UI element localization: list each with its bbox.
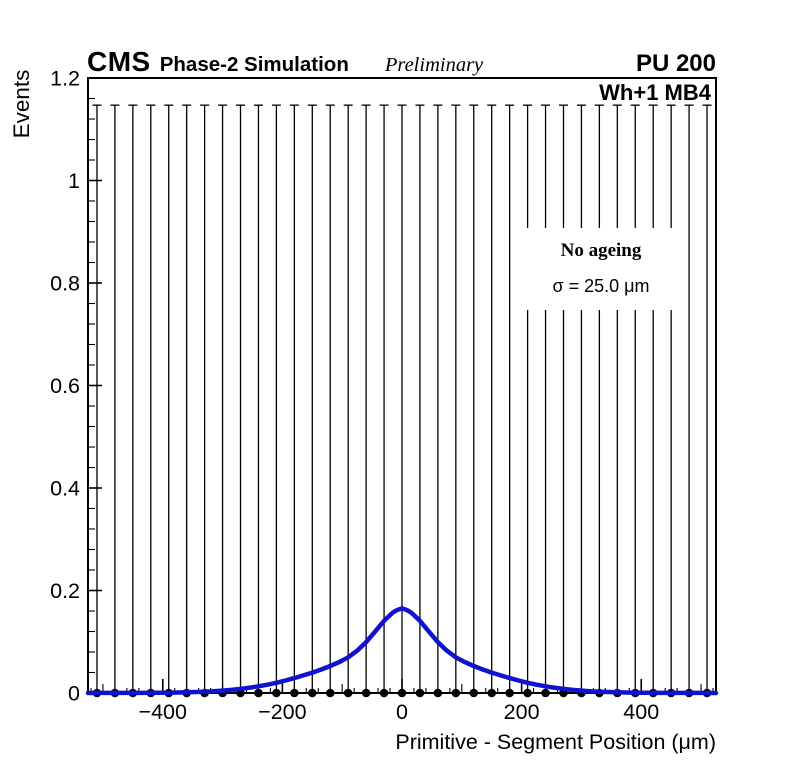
x-tick-label: −200	[258, 700, 306, 724]
data-marker	[487, 688, 497, 698]
y-axis-title: Events	[9, 69, 34, 139]
header-sublabel: Preliminary	[384, 54, 484, 76]
header-label: Phase-2 Simulation	[159, 53, 349, 76]
y-tick-label: 1	[68, 169, 80, 193]
data-marker	[505, 688, 514, 698]
data-marker	[325, 688, 335, 698]
y-tick-label: 0	[68, 682, 80, 706]
data-marker	[451, 688, 461, 698]
data-marker	[523, 688, 532, 698]
data-marker	[307, 688, 317, 698]
x-tick-label: 200	[504, 700, 540, 724]
x-axis-title: Primitive - Segment Position (μm)	[395, 730, 716, 754]
y-tick-label: 0.2	[50, 579, 80, 603]
data-marker	[415, 688, 425, 698]
data-marker	[433, 688, 443, 698]
experiment-logo: CMS	[87, 46, 151, 77]
x-tick-label: 0	[396, 700, 408, 724]
data-marker	[469, 688, 479, 698]
pileup-label: PU 200	[635, 50, 716, 77]
data-marker	[272, 688, 281, 698]
y-tick-label: 0.8	[50, 272, 80, 296]
header: CMS Phase-2 Simulation Preliminary PU 20…	[87, 46, 716, 80]
data-marker	[361, 688, 371, 698]
data-marker	[343, 688, 353, 698]
legend-resolution: σ = 25.0 μm	[552, 276, 650, 296]
y-tick-label: 0.6	[50, 374, 80, 398]
data-marker	[541, 688, 550, 698]
fit-curve	[85, 606, 719, 696]
x-tick-label: −400	[139, 700, 187, 724]
data-marker	[290, 688, 299, 698]
legend-title: No ageing	[560, 240, 642, 261]
data-marker	[379, 688, 389, 698]
data-marker	[397, 688, 407, 698]
y-tick-label: 1.2	[50, 67, 80, 91]
legend: No ageing σ = 25.0 μm	[520, 228, 682, 310]
data-marker	[254, 688, 263, 698]
x-tick-label: 400	[623, 700, 659, 724]
y-tick-label: 0.4	[50, 477, 80, 501]
chamber-label: Wh+1 MB4	[599, 80, 711, 105]
